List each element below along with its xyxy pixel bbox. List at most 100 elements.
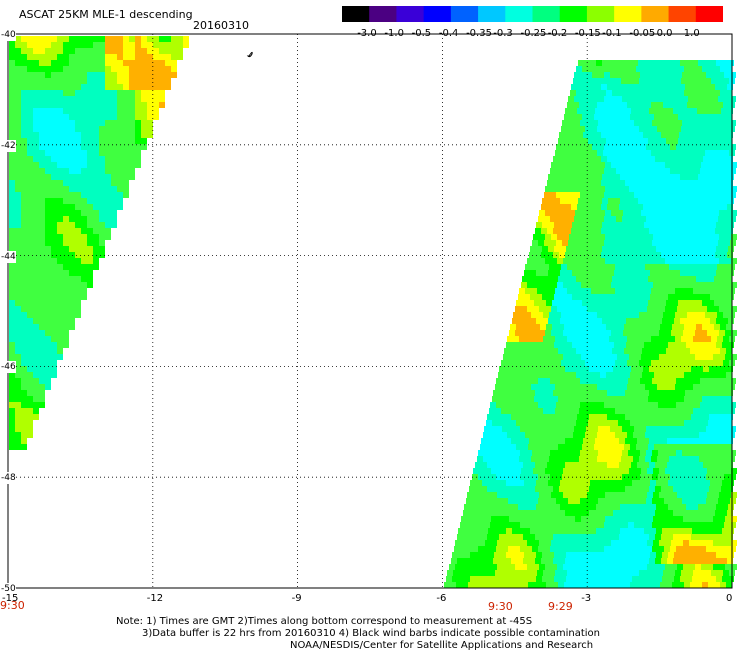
swath-cell (478, 450, 484, 456)
swath-cell (564, 114, 570, 120)
swath-cell (535, 486, 541, 492)
swath-cell (717, 336, 723, 342)
swath-cell (637, 84, 643, 90)
swath-cell (69, 324, 75, 330)
swath-cell (495, 432, 501, 438)
swath-cell (566, 294, 572, 300)
swath-cell (719, 330, 725, 336)
swath-cell (546, 420, 552, 426)
swath-cell (720, 396, 726, 402)
swath-cell (496, 378, 502, 384)
swath-cell (624, 138, 630, 144)
swath-cell (652, 72, 658, 78)
swath-cell (725, 234, 731, 240)
swath-cell (633, 408, 639, 414)
swath-cell (594, 420, 600, 426)
swath-cell (171, 36, 177, 42)
swath-cell (99, 114, 105, 120)
colorbar-swatch (505, 6, 534, 22)
swath-cell (486, 420, 492, 426)
swath-cell (689, 234, 695, 240)
swath-cell (700, 192, 706, 198)
swath-cell (63, 96, 69, 102)
swath-cell (670, 546, 676, 552)
swath-cell (15, 360, 21, 366)
swath-cell (15, 198, 21, 204)
swath-cell (676, 450, 682, 456)
swath-cell (611, 516, 617, 522)
swath-cell (568, 426, 574, 432)
swath-cell (590, 270, 596, 276)
swath-cell (551, 354, 557, 360)
swath-cell (533, 540, 539, 546)
swath-cell (695, 282, 701, 288)
swath-cell (677, 258, 683, 264)
swath-cell (452, 576, 458, 582)
swath-cell (545, 564, 551, 570)
swath-cell (485, 468, 491, 474)
swath-cell (726, 138, 732, 144)
swath-cell (723, 336, 729, 342)
swath-cell (693, 570, 699, 576)
swath-cell (576, 396, 582, 402)
swath-cell (69, 312, 75, 318)
swath-cell (469, 510, 475, 516)
swath-cell (15, 402, 21, 408)
swath-cell (662, 246, 668, 252)
swath-cell (562, 522, 568, 528)
swath-cell (588, 114, 594, 120)
swath-cell (677, 468, 683, 474)
swath-cell (613, 414, 619, 420)
swath-cell (721, 414, 727, 420)
swath-cell (485, 516, 491, 522)
swath-cell (171, 48, 177, 54)
swath-cell (603, 126, 609, 132)
swath-cell (9, 390, 15, 396)
swath-cell (45, 330, 51, 336)
swath-cell (586, 96, 592, 102)
swath-cell (564, 420, 570, 426)
swath-cell (111, 144, 117, 150)
swath-cell (578, 60, 584, 66)
map-frame (7, 33, 733, 589)
swath-cell (123, 120, 129, 126)
swath-cell (33, 384, 39, 390)
swath-cell (15, 66, 21, 72)
swath-cell (660, 276, 666, 282)
swath-cell (21, 126, 27, 132)
swath-cell (21, 420, 27, 426)
swath-cell (613, 108, 619, 114)
swath-cell (673, 180, 679, 186)
swath-cell (717, 384, 723, 390)
swath-cell (93, 198, 99, 204)
swath-cell (713, 162, 719, 168)
swath-cell (589, 558, 595, 564)
swath-cell (105, 66, 111, 72)
swath-cell (627, 456, 633, 462)
swath-cell (691, 510, 697, 516)
swath-cell (556, 498, 562, 504)
swath-cell (87, 180, 93, 186)
swath-cell (141, 48, 147, 54)
swath-cell (505, 366, 511, 372)
swath-cell (571, 132, 577, 138)
swath-cell (57, 162, 63, 168)
swath-cell (560, 480, 566, 486)
swath-cell (727, 558, 733, 564)
swath-cell (33, 138, 39, 144)
swath-cell (678, 396, 684, 402)
swath-cell (9, 66, 15, 72)
swath-cell (682, 378, 688, 384)
swath-cell (655, 558, 661, 564)
swath-cell (15, 438, 21, 444)
swath-cell (548, 552, 554, 558)
swath-cell (525, 408, 531, 414)
swath-cell (601, 156, 607, 162)
swath-cell (87, 216, 93, 222)
swath-cell (57, 336, 63, 342)
swath-cell (678, 138, 684, 144)
swath-cell (500, 504, 506, 510)
swath-cell (548, 480, 554, 486)
swath-cell (643, 534, 649, 540)
swath-cell (594, 138, 600, 144)
